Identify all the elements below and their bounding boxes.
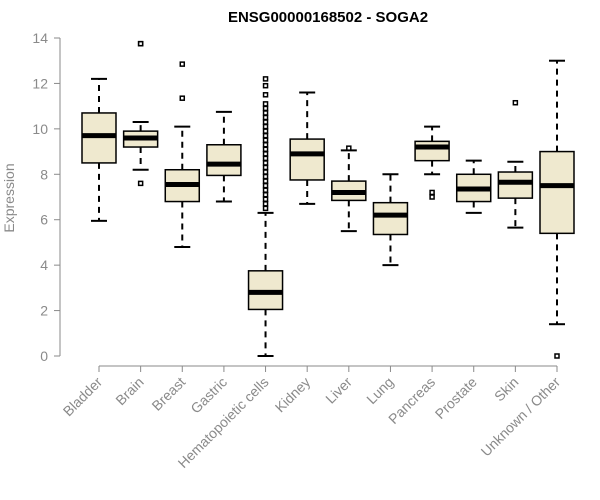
box-kidney bbox=[289, 91, 325, 205]
outlier-point bbox=[262, 142, 269, 148]
outlier-point bbox=[262, 132, 269, 139]
outlier-point bbox=[262, 191, 269, 198]
box-hematopoietic-cells bbox=[247, 76, 284, 357]
outlier-point bbox=[262, 201, 269, 207]
box-lung bbox=[372, 173, 409, 267]
outlier-point bbox=[262, 182, 269, 189]
outlier-point bbox=[262, 119, 269, 125]
box-brain bbox=[122, 40, 159, 187]
outlier-point bbox=[262, 205, 269, 212]
outlier-point bbox=[262, 110, 269, 116]
outlier-point bbox=[262, 146, 269, 153]
box-pancreas bbox=[414, 125, 450, 200]
box-unknown-other bbox=[539, 59, 575, 359]
chart-title: ENSG00000168502 - SOGA2 bbox=[228, 9, 428, 26]
outlier-point bbox=[137, 180, 144, 187]
outlier-point bbox=[262, 92, 269, 98]
box-breast bbox=[164, 61, 201, 248]
outlier-point bbox=[262, 187, 269, 193]
outlier-point bbox=[429, 194, 435, 200]
outlier-point bbox=[262, 82, 269, 89]
iqr-box bbox=[414, 140, 450, 162]
x-tick-label: Kidney bbox=[272, 374, 314, 416]
y-axis-ticks: 0 2 4 6 8 10 12 14 bbox=[32, 30, 60, 364]
x-tick-label: Bladder bbox=[60, 374, 106, 420]
outlier-point bbox=[262, 123, 269, 130]
box-gastric bbox=[206, 110, 242, 203]
outlier-point bbox=[262, 178, 269, 184]
y-tick-label: 12 bbox=[32, 75, 48, 91]
outlier-point bbox=[262, 164, 269, 171]
y-tick-label: 10 bbox=[32, 121, 48, 137]
y-tick-label: 8 bbox=[40, 166, 48, 182]
outlier-point bbox=[262, 173, 269, 180]
outlier-point bbox=[262, 151, 269, 157]
box-bladder bbox=[81, 77, 117, 222]
iqr-box bbox=[289, 138, 325, 181]
y-axis-title: Expression bbox=[1, 163, 17, 232]
y-tick-label: 14 bbox=[32, 30, 48, 46]
box-prostate bbox=[455, 159, 492, 214]
outlier-point bbox=[179, 61, 186, 67]
iqr-box bbox=[539, 150, 575, 235]
x-tick-label: Breast bbox=[148, 374, 188, 414]
outlier-point bbox=[262, 160, 269, 166]
y-tick-label: 4 bbox=[40, 257, 48, 273]
outlier-point bbox=[262, 76, 269, 82]
outlier-point bbox=[429, 189, 435, 196]
x-tick-label: Unknown / Other bbox=[478, 374, 564, 460]
outlier-point bbox=[262, 137, 269, 143]
x-tick-label: Prostate bbox=[432, 374, 480, 422]
x-tick-label: Lung bbox=[363, 374, 396, 407]
outlier-point bbox=[137, 40, 144, 47]
iqr-box bbox=[206, 144, 242, 177]
outlier-point bbox=[262, 105, 269, 112]
iqr-box bbox=[497, 171, 534, 199]
box-skin bbox=[497, 99, 534, 229]
y-tick-label: 6 bbox=[40, 212, 48, 228]
outlier-point bbox=[262, 196, 269, 203]
outlier-point bbox=[346, 145, 352, 151]
outlier-point bbox=[262, 114, 269, 121]
x-tick-label: Skin bbox=[491, 374, 522, 405]
y-tick-label: 2 bbox=[40, 303, 48, 319]
outlier-point bbox=[179, 95, 186, 101]
box-liver bbox=[331, 145, 367, 233]
outlier-point bbox=[554, 353, 560, 359]
outlier-point bbox=[262, 155, 269, 162]
x-tick-label: Brain bbox=[112, 374, 146, 408]
iqr-box bbox=[372, 201, 409, 236]
x-tick-label: Liver bbox=[322, 374, 355, 407]
y-tick-label: 0 bbox=[40, 348, 48, 364]
outlier-point bbox=[262, 169, 269, 175]
outlier-point bbox=[512, 99, 519, 106]
outlier-point bbox=[262, 101, 269, 107]
box-series bbox=[81, 40, 575, 359]
outlier-point bbox=[262, 128, 269, 134]
